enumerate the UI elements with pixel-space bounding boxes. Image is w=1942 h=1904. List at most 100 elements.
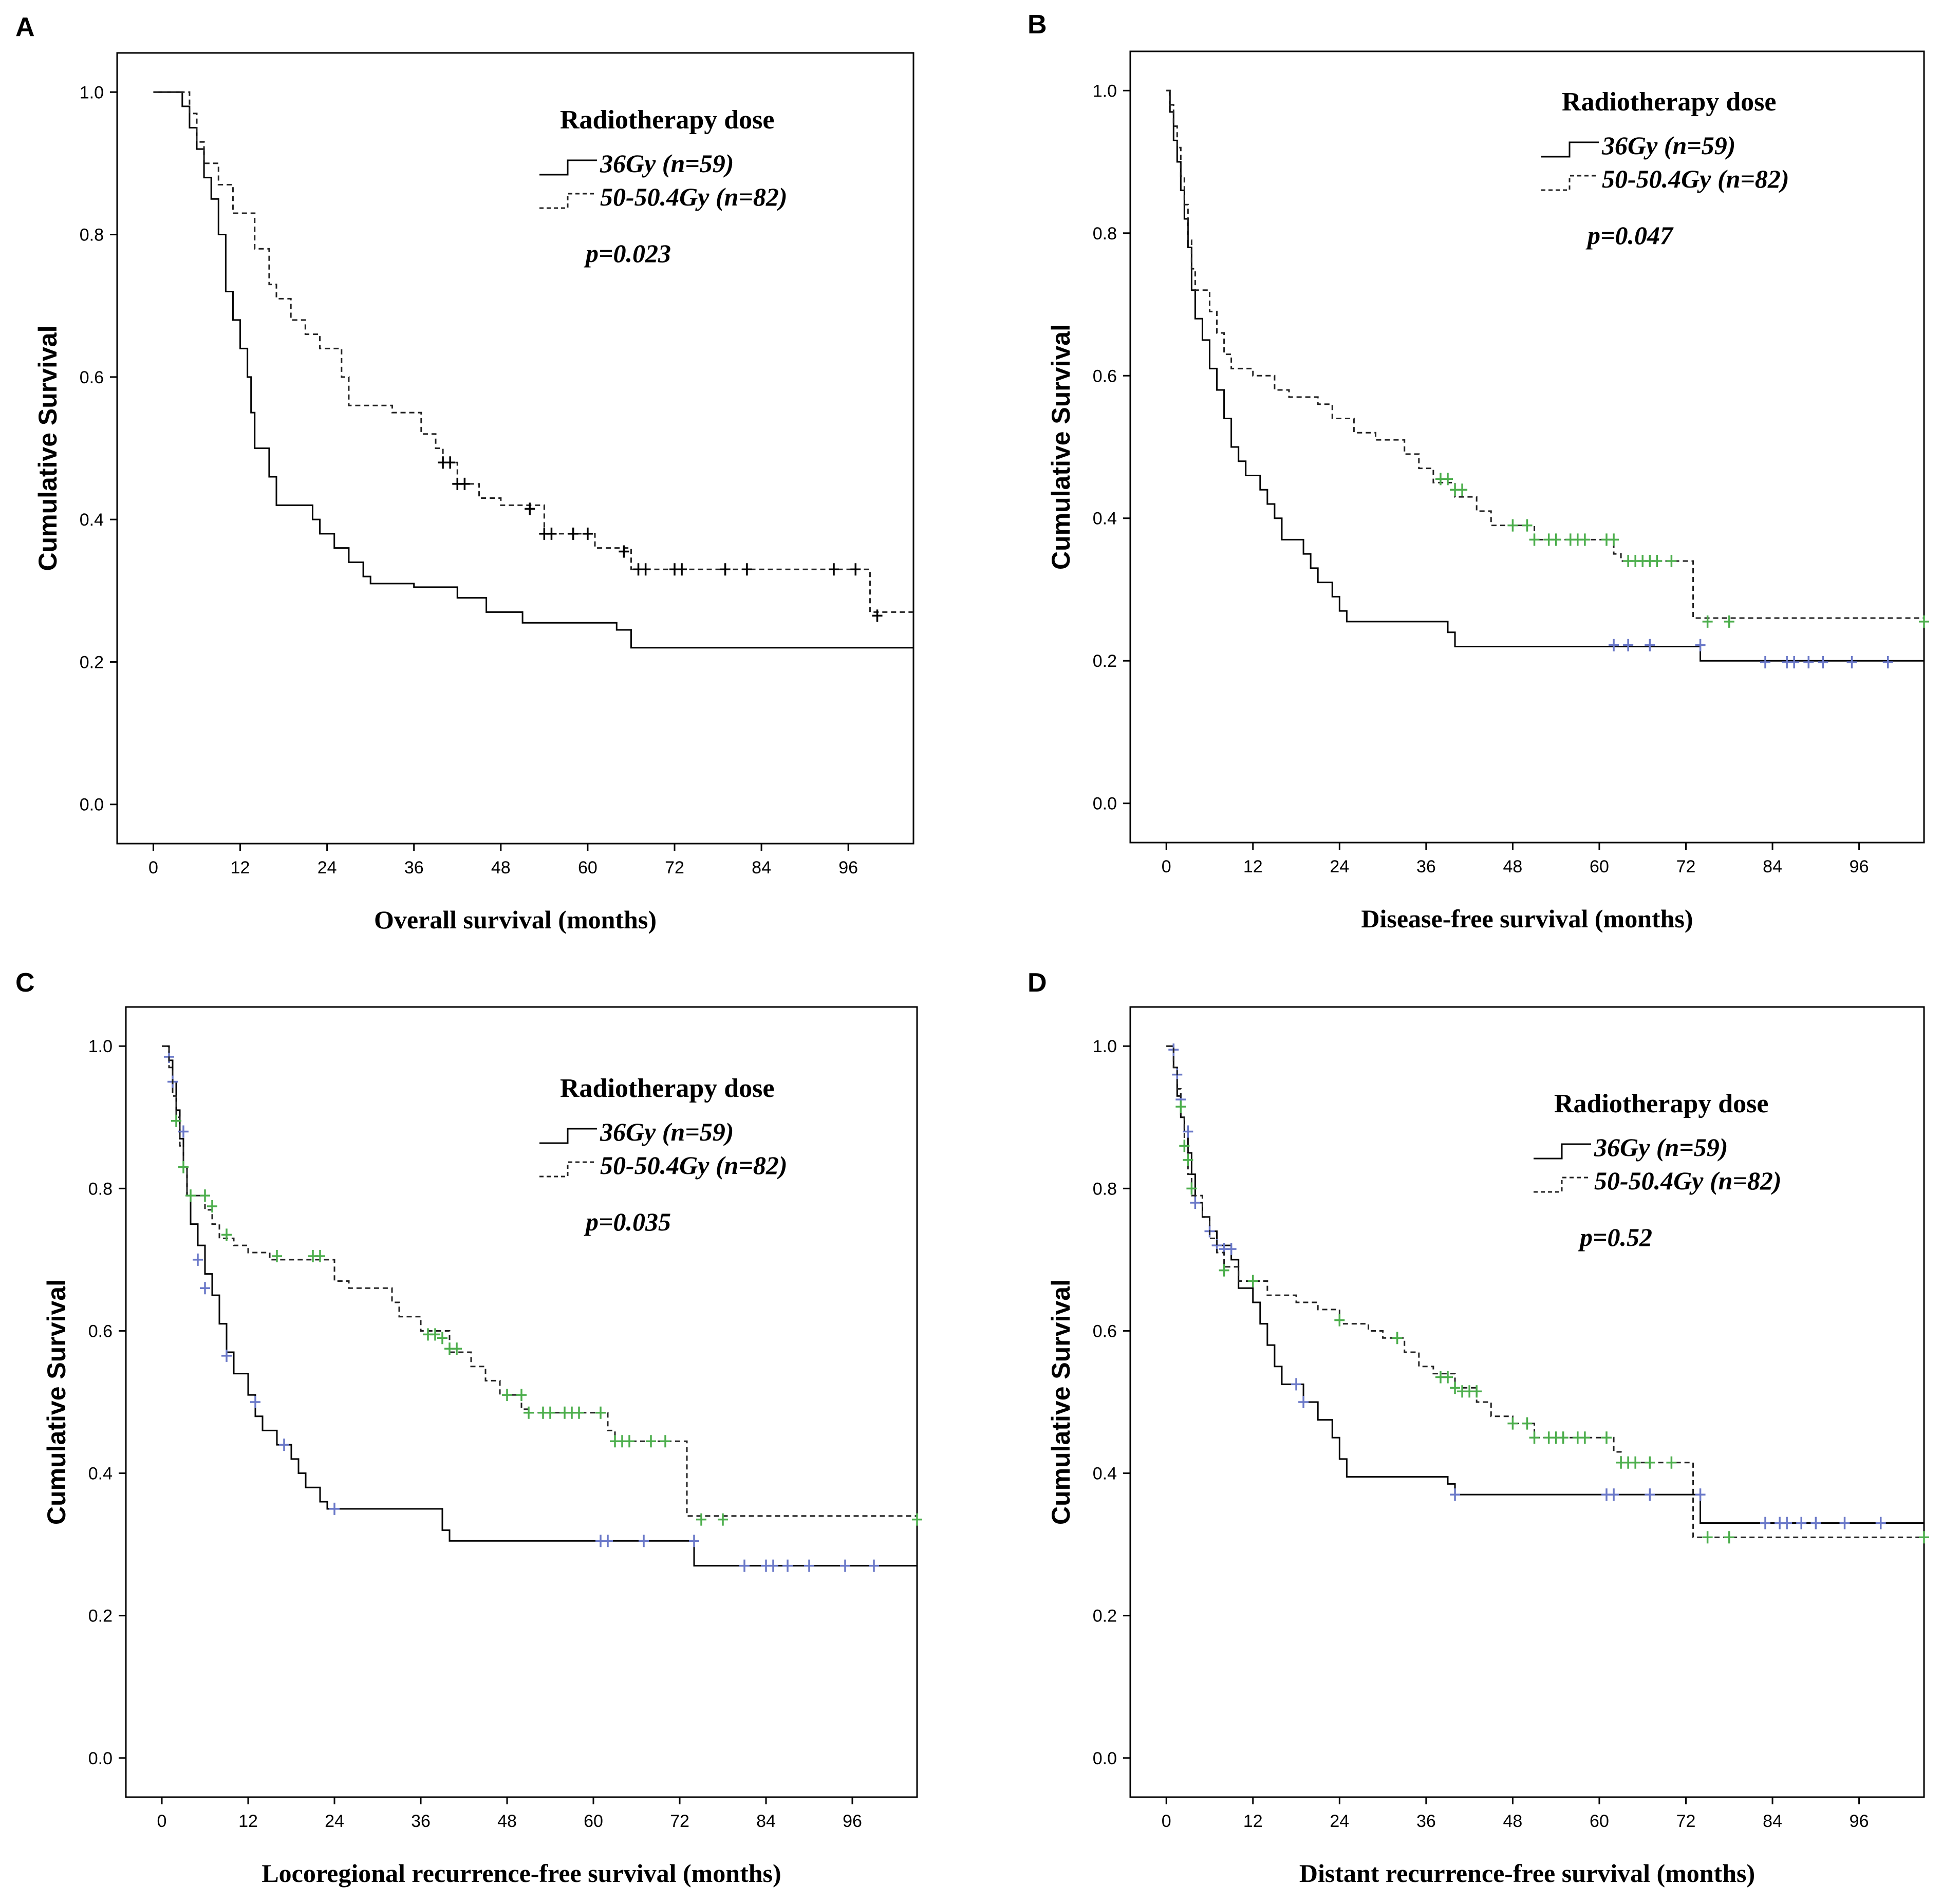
censor-mark <box>1392 1332 1403 1345</box>
censor-mark <box>1760 1517 1770 1529</box>
censor-mark <box>1579 533 1590 546</box>
censor-mark <box>1190 1197 1201 1209</box>
y-tick-label: 0.4 <box>88 1464 113 1484</box>
censor-mark <box>1175 1100 1186 1113</box>
censor-mark <box>207 1200 217 1212</box>
censor-mark <box>178 1161 189 1173</box>
censor-mark <box>1529 1431 1540 1444</box>
y-tick-label: 0.2 <box>1093 1607 1117 1626</box>
censor-mark <box>1443 1371 1453 1384</box>
x-tick-label: 12 <box>238 1812 258 1831</box>
censor-mark <box>445 456 456 469</box>
censor-mark <box>279 1439 289 1451</box>
y-axis-label: Cumulative Survival <box>1047 324 1075 570</box>
censor-mark <box>1291 1378 1302 1391</box>
y-tick-label: 0.4 <box>1093 1464 1117 1484</box>
censor-mark <box>646 1435 656 1448</box>
y-tick-label: 0.2 <box>1093 651 1117 671</box>
x-tick-label: 48 <box>1503 857 1522 876</box>
censor-mark <box>1179 1140 1190 1152</box>
x-tick-label: 96 <box>1850 1812 1869 1831</box>
legend-symbol-36gy <box>539 159 597 176</box>
censor-mark <box>782 1559 793 1572</box>
censor-mark <box>250 1396 260 1408</box>
x-tick-label: 24 <box>325 1812 344 1831</box>
survival-curve-36gy <box>1166 89 1924 662</box>
censor-mark <box>200 1189 210 1202</box>
censor-mark <box>452 1342 462 1355</box>
legend-label-36gy: 36Gy (n=59) <box>600 149 734 178</box>
survival-curve-36gy <box>153 91 913 649</box>
censor-mark <box>1695 639 1706 651</box>
x-tick-label: 12 <box>1243 1812 1263 1831</box>
x-tick-label: 48 <box>497 1812 517 1831</box>
censor-mark <box>619 545 629 558</box>
x-tick-label: 60 <box>578 858 597 878</box>
x-tick-label: 72 <box>1676 857 1696 876</box>
censor-mark <box>171 1114 181 1127</box>
censor-mark <box>1623 639 1634 651</box>
censor-mark <box>739 1559 750 1572</box>
censor-mark <box>1839 1517 1850 1529</box>
panel-d: D 0.0 0.2 0.4 0.6 0.8 1.0 0 12 24 36 48 60 72 84 96 Cumu… <box>1028 968 1929 1888</box>
y-tick-label: 0.2 <box>80 652 104 672</box>
censor-mark <box>603 1535 613 1547</box>
censor-mark <box>545 1406 555 1419</box>
x-tick-label: 84 <box>752 858 771 878</box>
x-tick-label: 36 <box>404 858 424 878</box>
survival-curve-50gy <box>153 91 913 613</box>
x-tick-label: 96 <box>843 1812 862 1831</box>
censor-mark <box>437 1332 447 1345</box>
legend-symbol-50gy <box>539 1161 597 1178</box>
censor-mark <box>1226 1243 1237 1256</box>
censor-mark <box>639 1535 649 1547</box>
censor-mark <box>1724 1531 1734 1544</box>
plot-frame <box>1129 1006 1925 1798</box>
panel-letter: B <box>1028 10 1047 40</box>
censor-mark <box>1183 1153 1193 1166</box>
legend-label-50gy: 50-50.4Gy (n=82) <box>1602 164 1789 193</box>
censor-mark <box>1219 1264 1229 1277</box>
censor-mark <box>1609 639 1619 651</box>
y-tick-label: 0.6 <box>1093 1321 1117 1341</box>
legend-symbol-50gy <box>1534 1177 1591 1193</box>
censor-mark <box>804 1559 814 1572</box>
legend-label-50gy: 50-50.4Gy (n=82) <box>600 182 788 211</box>
y-axis-label: Cumulative Survival <box>42 1279 71 1525</box>
legend-symbol-36gy <box>539 1128 597 1144</box>
censor-mark <box>525 502 535 515</box>
censor-mark <box>1551 533 1561 546</box>
censor-mark <box>869 1559 879 1572</box>
censor-mark <box>1457 483 1468 496</box>
panel-b: B 0.0 0.2 0.4 0.6 0.8 1.0 0 12 24 36 48 60 72 84 96 Cumu… <box>1028 10 1929 933</box>
censor-mark <box>1183 1125 1193 1138</box>
survival-curve-50gy <box>1166 1045 1924 1538</box>
x-tick-label: 0 <box>1162 1812 1171 1831</box>
y-tick-label: 0.0 <box>88 1749 113 1768</box>
censor-mark <box>546 527 557 540</box>
censor-mark <box>1695 1488 1706 1501</box>
legend-label-50gy: 50-50.4Gy (n=82) <box>600 1151 788 1180</box>
y-tick-label: 0.6 <box>80 368 104 387</box>
x-tick-label: 60 <box>1590 1812 1609 1831</box>
censor-mark <box>660 1435 670 1448</box>
censor-mark <box>1782 1517 1792 1529</box>
legend-symbol-36gy <box>1541 141 1599 158</box>
censor-mark <box>178 1125 189 1138</box>
plot-frame <box>125 1006 918 1798</box>
censor-mark <box>1522 519 1533 532</box>
censor-mark <box>624 1435 634 1448</box>
panel-letter: A <box>15 12 35 42</box>
x-axis-label: Locoregional recurrence-free survival (m… <box>262 1859 781 1888</box>
x-tick-label: 36 <box>1416 1812 1436 1831</box>
censor-mark <box>459 477 470 490</box>
censor-mark <box>1760 656 1770 668</box>
y-axis-label: Cumulative Survival <box>1047 1279 1075 1525</box>
y-tick-label: 0.8 <box>80 226 104 245</box>
x-axis-label: Disease-free survival (months) <box>1361 904 1693 933</box>
p-value: p=0.52 <box>1578 1223 1652 1252</box>
y-tick-label: 0.6 <box>88 1321 113 1341</box>
x-tick-label: 60 <box>1590 857 1609 876</box>
y-tick-label: 0.2 <box>88 1607 113 1626</box>
censor-mark <box>1630 1456 1641 1469</box>
